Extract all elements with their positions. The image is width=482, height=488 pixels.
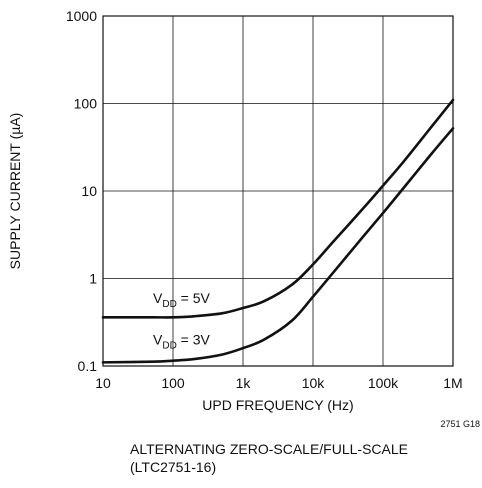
series-label-subscript: DD [162,341,176,352]
x-tick-label: 10 [95,375,111,391]
series-label-0: VDD = 5V [153,290,211,310]
series-label-rest: = 5V [177,290,211,306]
series-label-1: VDD = 3V [153,332,211,352]
x-tick-label: 1k [236,375,252,391]
tick-labels: 10 100 1k 10k 100k 1M 0.1 1 10 100 1000 [66,8,463,391]
x-tick-label: 100 [161,375,185,391]
series-label-subscript: DD [162,299,176,310]
caption-line-2: (LTC2751-16) [130,459,217,475]
series-label-rest: = 3V [177,332,211,348]
figure-id: 2751 G18 [440,419,480,429]
series-layer [101,98,455,364]
series-line-1 [101,127,455,364]
x-tick-label: 1M [443,375,462,391]
y-tick-label: 1000 [66,8,97,24]
series-line-0 [101,98,455,319]
y-tick-label: 1 [89,271,97,287]
y-tick-label: 100 [74,96,98,112]
x-tick-label: 100k [368,375,399,391]
plot-frame [102,15,454,367]
y-tick-label: 0.1 [78,358,98,374]
series-label-main: V [153,332,163,348]
x-axis-title: UPD FREQUENCY (Hz) [202,397,353,413]
y-tick-label: 10 [81,183,97,199]
series-label-main: V [153,290,163,306]
grid [103,16,453,366]
chart-caption: ALTERNATING ZERO-SCALE/FULL-SCALE (LTC27… [130,440,470,476]
caption-line-1: ALTERNATING ZERO-SCALE/FULL-SCALE [130,441,408,457]
y-axis-title: SUPPLY CURRENT (µA) [7,113,23,270]
x-tick-label: 10k [302,375,326,391]
